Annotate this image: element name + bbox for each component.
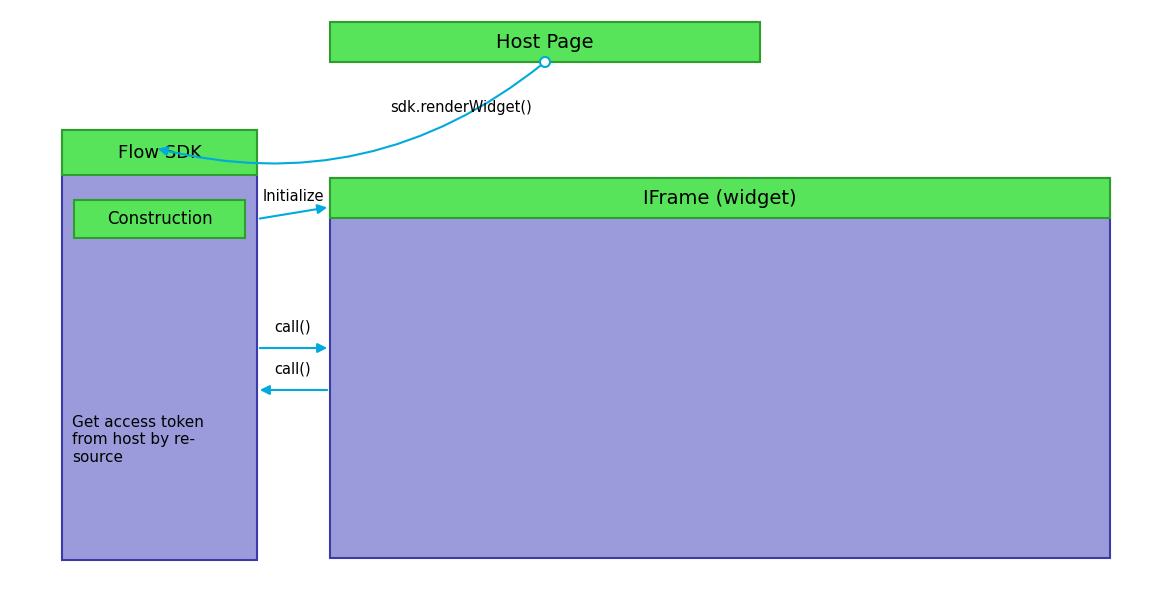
- Text: Initialize: Initialize: [262, 189, 323, 204]
- Text: call(): call(): [275, 319, 311, 334]
- Bar: [330, 178, 1110, 558]
- Bar: [330, 22, 760, 62]
- Bar: [74, 200, 245, 238]
- Bar: [62, 130, 257, 560]
- Text: Get access token
from host by re-
source: Get access token from host by re- source: [73, 415, 204, 465]
- Text: Construction: Construction: [107, 210, 212, 228]
- Bar: [330, 178, 1110, 218]
- Text: Host Page: Host Page: [496, 33, 594, 51]
- Text: sdk.renderWidget(): sdk.renderWidget(): [390, 100, 532, 115]
- Text: call(): call(): [275, 361, 311, 376]
- Bar: [62, 130, 257, 175]
- Circle shape: [540, 57, 550, 67]
- Text: IFrame (widget): IFrame (widget): [643, 188, 796, 207]
- Text: Flow SDK: Flow SDK: [117, 144, 201, 162]
